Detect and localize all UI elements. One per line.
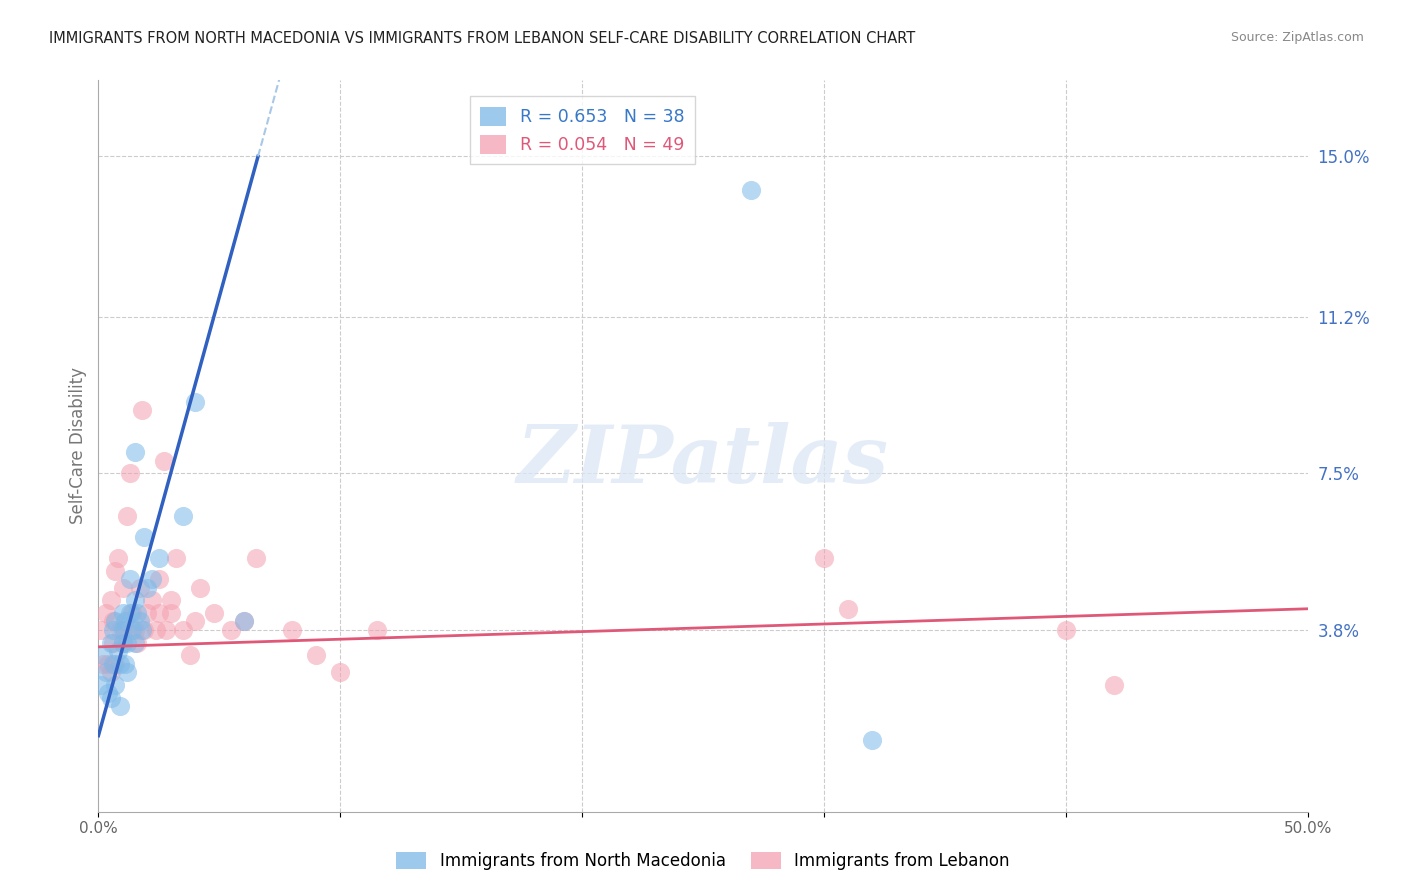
Point [134, 623, 156, 637]
Point [101, 657, 124, 671]
Point [155, 623, 177, 637]
Legend: Immigrants from North Macedonia, Immigrants from Lebanon: Immigrants from North Macedonia, Immigra… [389, 845, 1017, 877]
Point [121, 623, 143, 637]
Point [184, 394, 207, 409]
Point [108, 657, 131, 671]
Point [114, 623, 136, 637]
Point [101, 635, 124, 649]
Point [108, 623, 131, 637]
Point [148, 572, 170, 586]
Point [91, 648, 114, 663]
Point [152, 454, 174, 468]
Point [124, 445, 146, 459]
Point [232, 615, 254, 629]
Point [204, 606, 226, 620]
Point [94, 665, 117, 680]
Point [111, 635, 134, 649]
Point [135, 581, 157, 595]
Point [135, 606, 157, 620]
Point [107, 551, 129, 566]
Point [121, 606, 143, 620]
Point [366, 623, 388, 637]
Point [111, 623, 134, 637]
Point [101, 623, 124, 637]
Point [128, 615, 150, 629]
Point [124, 623, 146, 637]
Text: IMMIGRANTS FROM NORTH MACEDONIA VS IMMIGRANTS FROM LEBANON SELF-CARE DISABILITY : IMMIGRANTS FROM NORTH MACEDONIA VS IMMIG… [49, 31, 915, 46]
Point [813, 551, 835, 566]
Point [108, 699, 131, 714]
Point [141, 572, 163, 586]
Point [128, 581, 150, 595]
Point [188, 581, 211, 595]
Point [127, 606, 149, 620]
Point [97, 657, 120, 671]
Point [111, 606, 134, 620]
Point [172, 623, 194, 637]
Point [329, 665, 352, 680]
Point [160, 606, 183, 620]
Point [117, 508, 139, 523]
Point [97, 686, 120, 700]
Point [104, 657, 127, 671]
Point [118, 572, 141, 586]
Point [232, 615, 254, 629]
Point [141, 593, 163, 607]
Point [90, 623, 112, 637]
Point [94, 606, 117, 620]
Y-axis label: Self-Care Disability: Self-Care Disability [69, 368, 87, 524]
Point [117, 665, 139, 680]
Point [305, 648, 328, 663]
Point [172, 508, 194, 523]
Point [118, 606, 141, 620]
Point [148, 551, 170, 566]
Point [111, 635, 134, 649]
Legend: R = 0.653   N = 38, R = 0.054   N = 49: R = 0.653 N = 38, R = 0.054 N = 49 [470, 96, 695, 164]
Point [134, 530, 156, 544]
Point [124, 635, 146, 649]
Point [118, 467, 141, 481]
Point [145, 623, 167, 637]
Point [165, 551, 187, 566]
Point [160, 593, 183, 607]
Point [221, 623, 243, 637]
Point [101, 615, 124, 629]
Point [117, 635, 139, 649]
Point [245, 551, 267, 566]
Point [100, 635, 122, 649]
Point [104, 678, 127, 692]
Point [740, 183, 762, 197]
Point [107, 644, 129, 658]
Point [114, 657, 136, 671]
Point [124, 593, 146, 607]
Point [111, 581, 134, 595]
Point [100, 690, 122, 705]
Point [100, 665, 122, 680]
Point [1054, 623, 1077, 637]
Point [860, 732, 883, 747]
Point [179, 648, 201, 663]
Point [91, 657, 114, 671]
Point [114, 615, 136, 629]
Point [131, 403, 153, 417]
Point [131, 623, 153, 637]
Text: ZIPatlas: ZIPatlas [517, 422, 889, 500]
Point [148, 606, 170, 620]
Text: Source: ZipAtlas.com: Source: ZipAtlas.com [1230, 31, 1364, 45]
Point [100, 593, 122, 607]
Point [1102, 678, 1125, 692]
Point [104, 564, 127, 578]
Point [104, 615, 127, 629]
Point [281, 623, 304, 637]
Point [127, 635, 149, 649]
Point [90, 678, 112, 692]
Point [837, 601, 859, 615]
Point [184, 615, 207, 629]
